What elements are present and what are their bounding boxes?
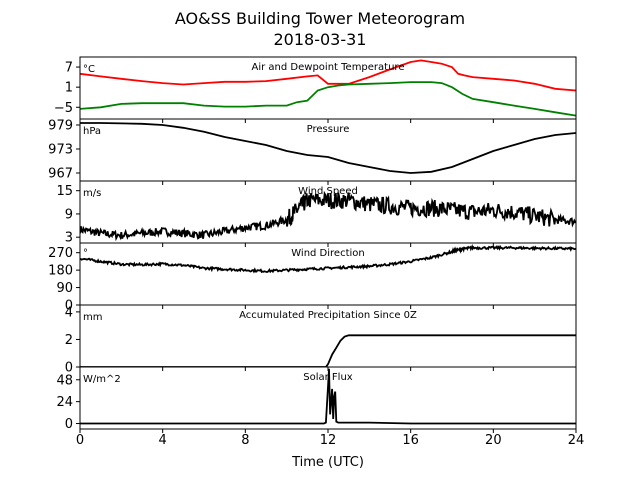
y-tick-label-0-1: 1 xyxy=(65,81,73,96)
series-line-1-0 xyxy=(80,122,576,174)
y-tick-label-1-0: 979 xyxy=(48,119,73,134)
panel-unit-1: hPa xyxy=(83,126,101,137)
panel-title-1: Pressure xyxy=(307,124,350,135)
y-tick-label-2-1: 9 xyxy=(65,207,73,222)
panel-5: 48 24 0 Solar Flux W/m^2 xyxy=(56,366,577,433)
series-line-3-0 xyxy=(80,243,576,274)
panel-1: 979 973 967 Pressure hPa xyxy=(48,118,577,185)
series-line-0-0 xyxy=(80,59,576,92)
x-tick-label-3: 12 xyxy=(320,433,337,448)
panel-unit-5: W/m^2 xyxy=(83,374,121,385)
y-tick-label-5-0: 48 xyxy=(56,373,73,388)
x-tick-label-5: 20 xyxy=(485,433,502,448)
panel-unit-3: ° xyxy=(83,248,88,259)
panel-unit-4: mm xyxy=(83,312,102,323)
series-line-4-0 xyxy=(80,334,576,367)
y-tick-label-2-0: 15 xyxy=(56,184,73,199)
panel-4: 4 2 0 Accumulated Precipitation Since 0Z mm xyxy=(65,304,577,376)
y-tick-label-1-1: 973 xyxy=(48,143,73,158)
y-tick-label-5-2: 0 xyxy=(65,417,73,432)
panel-title-2: Wind Speed xyxy=(298,186,358,197)
panel-title-4: Accumulated Precipitation Since 0Z xyxy=(239,310,417,321)
y-tick-label-2-2: 3 xyxy=(65,231,73,246)
chart-title-line1: AO&SS Building Tower Meteorogram xyxy=(175,9,465,28)
x-tick-label-2: 8 xyxy=(241,433,249,448)
y-tick-label-3-3: 0 xyxy=(65,299,73,314)
series-line-5-0 xyxy=(80,368,576,425)
y-tick-label-3-0: 270 xyxy=(48,246,73,261)
panel-title-0: Air and Dewpoint Temperature xyxy=(252,62,405,73)
y-tick-label-1-2: 967 xyxy=(48,167,73,182)
panel-unit-2: m/s xyxy=(83,188,101,199)
y-tick-label-4-2: 0 xyxy=(65,361,73,376)
x-tick-label-4: 16 xyxy=(402,433,419,448)
y-tick-label-3-2: 90 xyxy=(56,281,73,296)
panels-group: 7 1 −5 Air and Dewpoint Temperature °C 979 973… xyxy=(48,56,577,433)
panel-title-5: Solar Flux xyxy=(303,372,353,383)
x-tick-label-1: 4 xyxy=(159,433,167,448)
y-tick-label-4-1: 2 xyxy=(65,333,73,348)
series-line-0-1 xyxy=(80,81,576,117)
x-tick-label-6: 24 xyxy=(568,433,585,448)
y-tick-label-5-1: 24 xyxy=(56,395,73,410)
chart-title-line2: 2018-03-31 xyxy=(274,30,367,49)
panel-0: 7 1 −5 Air and Dewpoint Temperature °C xyxy=(54,56,577,123)
y-tick-label-3-1: 180 xyxy=(48,264,73,279)
panel-title-3: Wind Direction xyxy=(291,248,365,259)
x-axis-label: Time (UTC) xyxy=(291,455,364,470)
y-tick-label-4-0: 4 xyxy=(65,305,73,320)
panel-2: 15 9 3 Wind Speed m/s xyxy=(56,180,577,247)
x-tick-label-0: 0 xyxy=(76,433,84,448)
x-axis: 0 4 8 12 16 20 24 xyxy=(76,433,584,448)
panel-unit-0: °C xyxy=(83,64,95,75)
series-line-2-0 xyxy=(80,190,576,242)
y-tick-label-0-2: −5 xyxy=(54,101,73,116)
y-tick-label-0-0: 7 xyxy=(65,61,73,76)
panel-3: 270 180 90 0 Wind Direction ° xyxy=(48,242,577,314)
